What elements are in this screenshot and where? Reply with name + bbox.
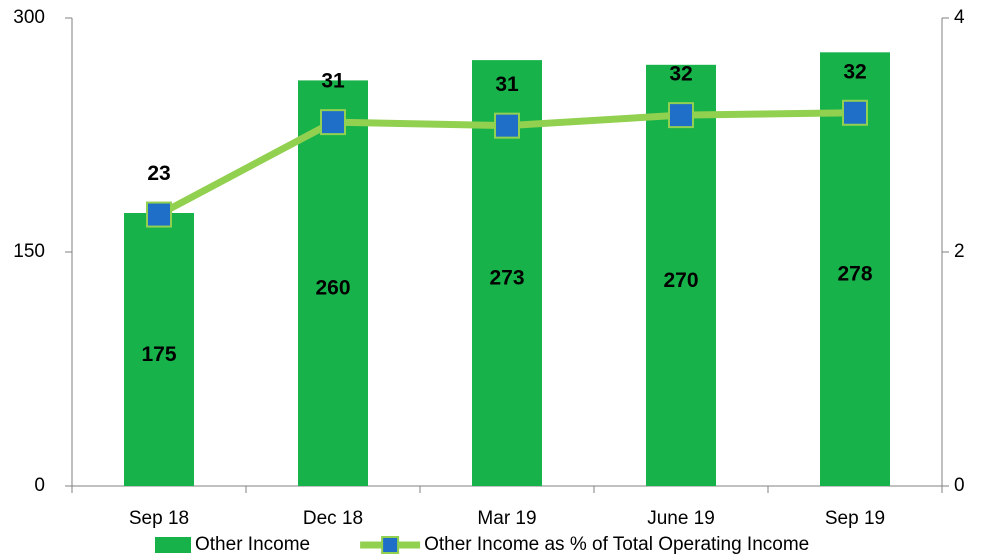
- x-tick-label: Mar 19: [477, 508, 536, 529]
- bar: [124, 213, 194, 486]
- bar: [646, 64, 716, 487]
- bar-value-label: 273: [489, 267, 524, 290]
- line-marker: [494, 112, 520, 139]
- y-tick-label: 300: [13, 7, 45, 28]
- legend-marker: [381, 536, 400, 554]
- x-tick-label: Sep 19: [825, 508, 885, 529]
- y2-tick-label: 4: [954, 7, 965, 28]
- bar-value-label: 175: [141, 343, 176, 366]
- x-tick-label: Dec 18: [303, 508, 363, 529]
- legend-swatch: [155, 537, 191, 553]
- x-tick-label: June 19: [647, 508, 715, 529]
- line-marker: [668, 102, 694, 129]
- bar-value-label: 260: [315, 277, 350, 300]
- legend-label: Other Income as % of Total Operating Inc…: [424, 534, 809, 555]
- line-value-label: 32: [669, 63, 692, 86]
- y-tick-label: 150: [13, 241, 45, 262]
- bar: [298, 80, 368, 487]
- line-value-label: 31: [495, 73, 519, 96]
- legend-label: Other Income: [195, 534, 310, 555]
- bar-value-label: 270: [663, 269, 698, 292]
- line-value-label: 23: [147, 162, 170, 185]
- bar-value-label: 278: [837, 263, 872, 286]
- x-tick-label: Sep 18: [129, 508, 189, 529]
- y2-tick-label: 0: [954, 475, 965, 496]
- line-marker: [320, 109, 346, 136]
- y2-tick-label: 2: [954, 241, 965, 262]
- line-value-label: 32: [843, 60, 866, 83]
- y-tick-label: 0: [34, 475, 45, 496]
- line-marker: [842, 99, 868, 126]
- line-value-label: 31: [321, 70, 345, 93]
- line-marker: [146, 201, 172, 228]
